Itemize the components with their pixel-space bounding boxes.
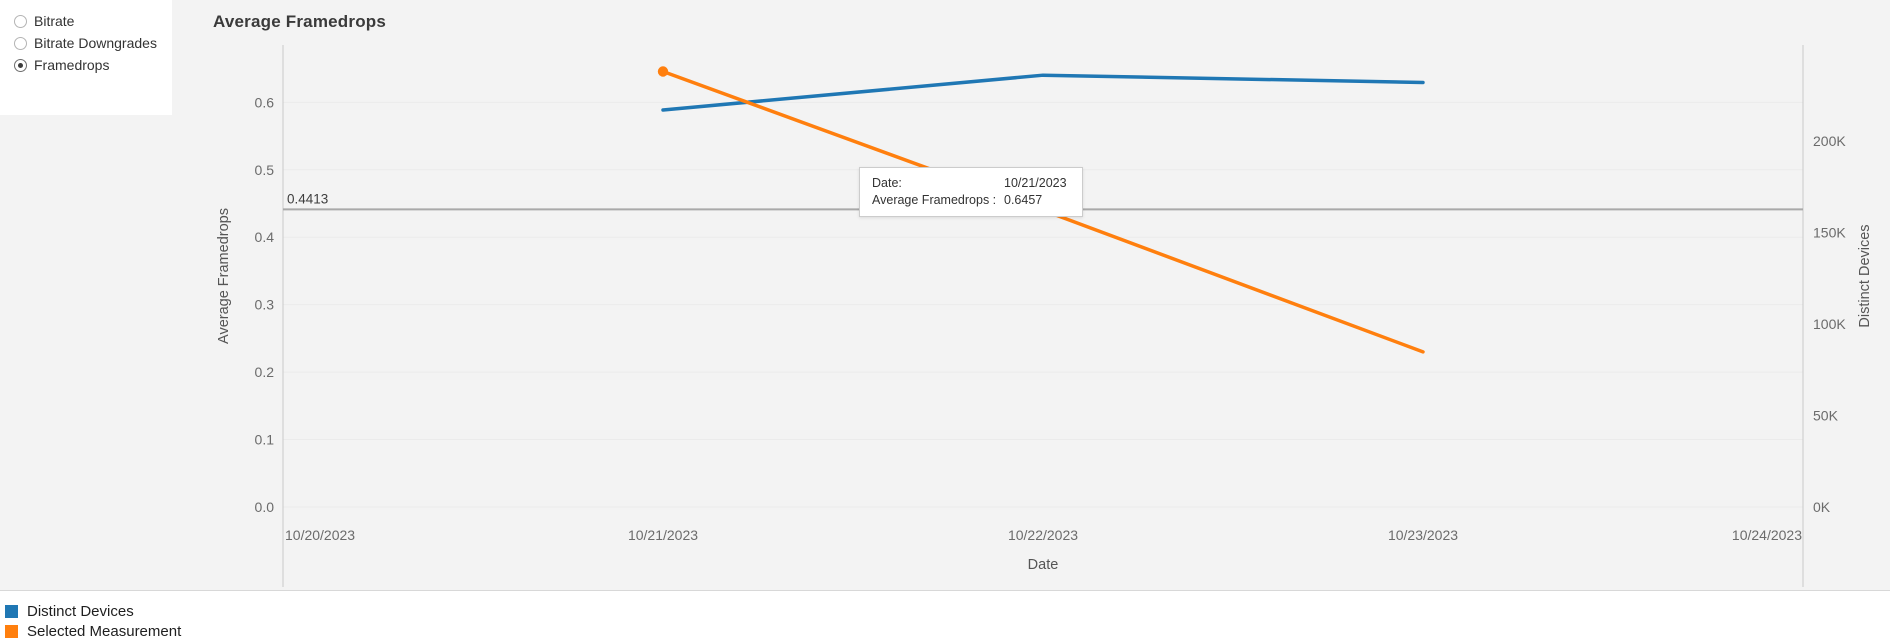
radio-dot-icon — [18, 41, 23, 46]
legend-swatch-icon — [5, 624, 18, 638]
legend: Distinct Devices Selected Measurement — [5, 601, 181, 641]
reference-line-label: 0.4413 — [287, 191, 328, 206]
y-right-axis-title: Distinct Devices — [1857, 224, 1873, 327]
radio-option-bitrate-downgrades[interactable]: Bitrate Downgrades — [14, 32, 172, 54]
tooltip-measurement-label: Average Framedrops : — [872, 193, 997, 207]
y-left-axis-title: Average Framedrops — [216, 208, 232, 344]
y-right-tick-label: 150K — [1813, 225, 1846, 241]
radio-dot-icon — [18, 19, 23, 24]
legend-item-selected-measurement[interactable]: Selected Measurement — [5, 621, 181, 641]
chart-region: 0.4413 0.0 0.1 0.2 0.3 0.4 0.5 0.6 0K 50K 100K 150K… — [0, 0, 1890, 591]
radio-dot-icon — [18, 62, 23, 68]
x-tick-label: 10/23/2023 — [1388, 527, 1458, 543]
chart-canvas[interactable]: 0.4413 0.0 0.1 0.2 0.3 0.4 0.5 0.6 0K 50K 100K 150K… — [0, 0, 1890, 591]
y-right-tick-label: 0K — [1813, 499, 1831, 515]
x-tick-label: 10/24/2023 — [1732, 527, 1802, 543]
radio-option-label: Bitrate — [34, 13, 75, 29]
y-left-tick-label: 0.1 — [255, 432, 275, 448]
y-left-tick-label: 0.3 — [255, 297, 275, 313]
y-left-tick-label: 0.0 — [255, 499, 275, 515]
tooltip-date-value: 10/21/2023 — [1004, 176, 1067, 190]
series-line-distinct-devices[interactable] — [661, 73, 1425, 112]
x-tick-label: 10/20/2023 — [285, 527, 355, 543]
y-right-tick-label: 50K — [1813, 408, 1839, 424]
radio-button-icon[interactable] — [14, 58, 27, 72]
tooltip: Date: 10/21/2023 Average Framedrops : 0.… — [859, 167, 1083, 217]
radio-option-framedrops[interactable]: Framedrops — [14, 54, 172, 76]
x-tick-label: 10/21/2023 — [628, 527, 698, 543]
legend-swatch-icon — [5, 604, 18, 618]
radio-button-icon[interactable] — [14, 36, 27, 50]
y-left-tick-label: 0.4 — [255, 229, 275, 245]
radio-option-bitrate[interactable]: Bitrate — [14, 10, 172, 32]
radio-button-icon[interactable] — [14, 14, 27, 28]
y-right-tick-label: 200K — [1813, 133, 1846, 149]
hover-point-marker — [657, 66, 669, 77]
radio-option-label: Bitrate Downgrades — [34, 35, 157, 51]
y-right-tick-label: 100K — [1813, 316, 1846, 332]
measurement-radio-group: Bitrate Bitrate Downgrades Framedrops — [0, 0, 172, 115]
tooltip-row: Average Framedrops : 0.6457 — [872, 192, 1070, 209]
x-tick-label: 10/22/2023 — [1008, 527, 1078, 543]
y-left-tick-label: 0.5 — [255, 162, 275, 178]
legend-item-distinct-devices[interactable]: Distinct Devices — [5, 601, 181, 621]
tooltip-measurement-value: 0.6457 — [1004, 193, 1043, 207]
chart-title: Average Framedrops — [213, 12, 387, 31]
x-axis-title: Date — [1028, 557, 1059, 573]
legend-item-label: Distinct Devices — [27, 602, 134, 620]
legend-item-label: Selected Measurement — [27, 622, 182, 640]
tooltip-date-label: Date: — [872, 176, 902, 190]
y-left-tick-label: 0.6 — [255, 94, 275, 110]
tooltip-row: Date: 10/21/2023 — [872, 175, 1070, 192]
y-left-tick-label: 0.2 — [255, 364, 275, 380]
radio-option-label: Framedrops — [34, 57, 110, 73]
